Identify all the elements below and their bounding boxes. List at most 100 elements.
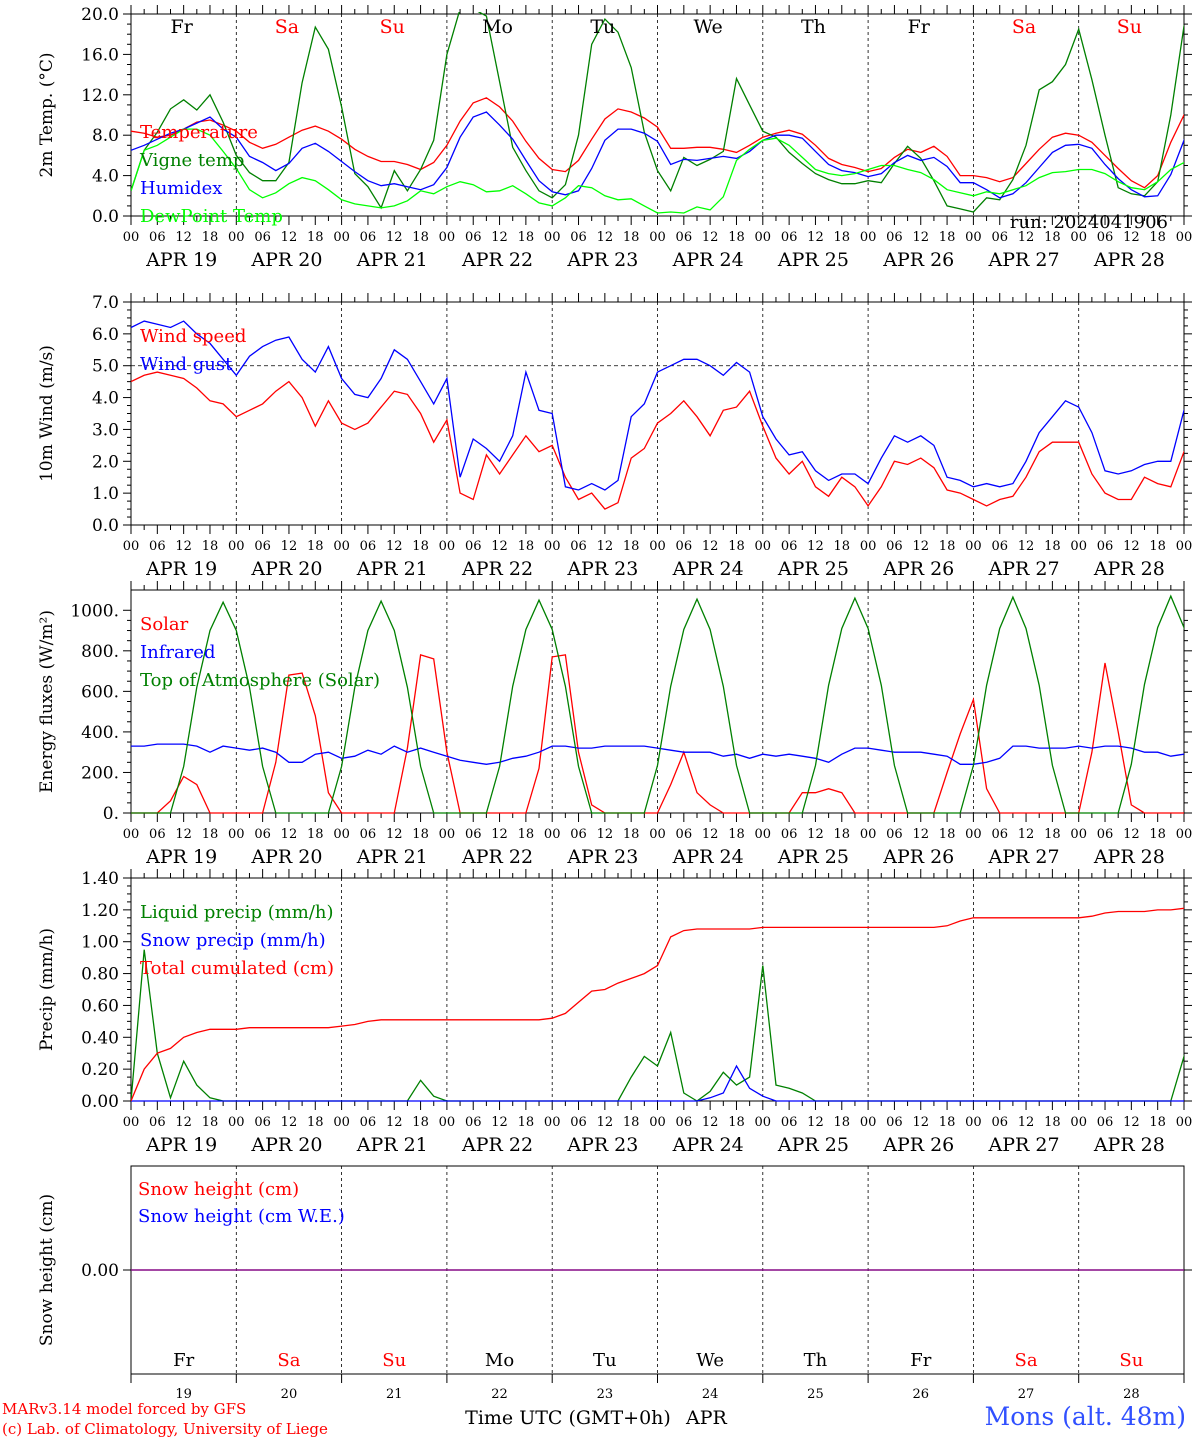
date-label: APR 25 [777, 1134, 849, 1156]
hour-tick-label: 00 [649, 827, 666, 842]
model-credit: MARv3.14 model forced by GFS [2, 1400, 247, 1418]
date-label: APR 21 [356, 249, 428, 271]
y-tick-label: 12.0 [81, 86, 119, 106]
hour-tick-label: 12 [491, 539, 508, 554]
hour-tick-label: 00 [860, 1115, 877, 1130]
y-tick-label: 0.80 [81, 965, 119, 985]
hour-tick-label: 18 [623, 827, 640, 842]
weekday-label: Fr [173, 1350, 194, 1371]
hour-tick-label: 12 [1123, 1115, 1140, 1130]
date-label: APR 25 [777, 558, 849, 580]
y-tick-label: 0.20 [81, 1060, 119, 1080]
lab-credit: (c) Lab. of Climatology, University of L… [2, 1420, 328, 1438]
hour-tick-label: 18 [834, 230, 851, 245]
hour-tick-label: 06 [149, 827, 166, 842]
hour-tick-label: 06 [1097, 230, 1114, 245]
weekday-label: We [696, 1350, 724, 1371]
hour-tick-label: 18 [518, 230, 535, 245]
hour-tick-label: 06 [1097, 1115, 1114, 1130]
hour-tick-label: 12 [807, 230, 824, 245]
panel-4 [123, 869, 1192, 1110]
date-label: APR 28 [1093, 1134, 1165, 1156]
series-line-total-cumulated-cm [131, 907, 1184, 1102]
date-label: APR 24 [672, 1134, 744, 1156]
hour-tick-label: 12 [175, 230, 192, 245]
date-label: APR 28 [1093, 846, 1165, 868]
hour-tick-label: 12 [281, 827, 298, 842]
hour-tick-label: 12 [807, 827, 824, 842]
date-label: APR 27 [988, 846, 1060, 868]
y-tick-label: 2.0 [92, 452, 119, 472]
hour-tick-label: 00 [860, 230, 877, 245]
hour-tick-label: 18 [834, 827, 851, 842]
date-label: APR 26 [882, 558, 954, 580]
date-label: APR 20 [250, 846, 322, 868]
y-tick-label: 4.0 [92, 389, 119, 409]
legend-entry: Infrared [140, 642, 215, 663]
hour-tick-label: 18 [202, 539, 219, 554]
series-line-infrared [131, 743, 1184, 765]
legend-entry: Solar [140, 614, 189, 635]
hour-tick-label: 06 [360, 539, 377, 554]
hour-tick-label: 18 [307, 827, 324, 842]
series-line-humidex [131, 111, 1184, 199]
hour-tick-label: 06 [781, 230, 798, 245]
hour-tick-label: 00 [439, 230, 456, 245]
date-label: APR 24 [672, 558, 744, 580]
y-axis-title: 2m Temp. (°C) [37, 52, 57, 177]
hour-tick-label: 00 [1070, 539, 1087, 554]
hour-tick-label: 06 [676, 827, 693, 842]
weekday-label: We [694, 16, 723, 38]
weekday-label: Su [382, 1350, 406, 1371]
hour-tick-label: 12 [1018, 539, 1035, 554]
hour-tick-label: 06 [991, 539, 1008, 554]
y-tick-label: 16.0 [81, 45, 119, 65]
hour-tick-label: 12 [281, 1115, 298, 1130]
legend-entry: Snow height (cm W.E.) [138, 1206, 345, 1227]
date-label: APR 21 [356, 558, 428, 580]
hour-tick-label: 00 [649, 230, 666, 245]
y-tick-label: 800. [81, 642, 119, 662]
hour-tick-label: 00 [439, 827, 456, 842]
series-line-wind-gust [131, 320, 1184, 491]
hour-tick-label: 12 [597, 230, 614, 245]
hour-tick-label: 00 [1176, 1115, 1193, 1130]
hour-tick-label: 18 [1149, 1115, 1166, 1130]
hour-tick-label: 06 [254, 1115, 271, 1130]
hour-tick-label: 00 [228, 539, 245, 554]
hour-tick-label: 12 [597, 539, 614, 554]
date-label: APR 26 [882, 1134, 954, 1156]
legend-entry: Snow precip (mm/h) [140, 930, 326, 951]
date-label: APR 20 [250, 249, 322, 271]
y-tick-label: 0.0 [92, 516, 119, 536]
y-axis-title: Snow height (cm) [37, 1194, 57, 1346]
hour-tick-label: 12 [491, 1115, 508, 1130]
hour-tick-label: 12 [1123, 827, 1140, 842]
day-number-label: 27 [1018, 1387, 1035, 1402]
hour-tick-label: 18 [1044, 1115, 1061, 1130]
weekday-label: Mo [485, 1350, 514, 1371]
weekday-label: Sa [277, 1350, 300, 1371]
hour-tick-label: 18 [939, 539, 956, 554]
hour-tick-label: 00 [649, 1115, 666, 1130]
y-tick-label: 0.00 [81, 1261, 119, 1281]
hour-tick-label: 12 [702, 1115, 719, 1130]
y-tick-label: 7.0 [92, 293, 119, 313]
hour-tick-label: 06 [886, 539, 903, 554]
day-number-label: 23 [597, 1387, 614, 1402]
hour-tick-label: 18 [1044, 539, 1061, 554]
legend-entry: Snow height (cm) [138, 1179, 299, 1200]
hour-tick-label: 06 [781, 827, 798, 842]
hour-tick-label: 18 [834, 539, 851, 554]
hour-tick-label: 12 [386, 230, 403, 245]
hour-tick-label: 12 [1018, 230, 1035, 245]
hour-tick-label: 00 [544, 230, 561, 245]
hour-tick-label: 12 [912, 1115, 929, 1130]
hour-tick-label: 00 [755, 539, 772, 554]
hour-tick-label: 18 [1044, 230, 1061, 245]
hour-tick-label: 00 [228, 230, 245, 245]
weekday-label: Fr [910, 1350, 931, 1371]
hour-tick-label: 06 [360, 1115, 377, 1130]
hour-tick-label: 06 [465, 827, 482, 842]
hour-tick-label: 06 [570, 539, 587, 554]
